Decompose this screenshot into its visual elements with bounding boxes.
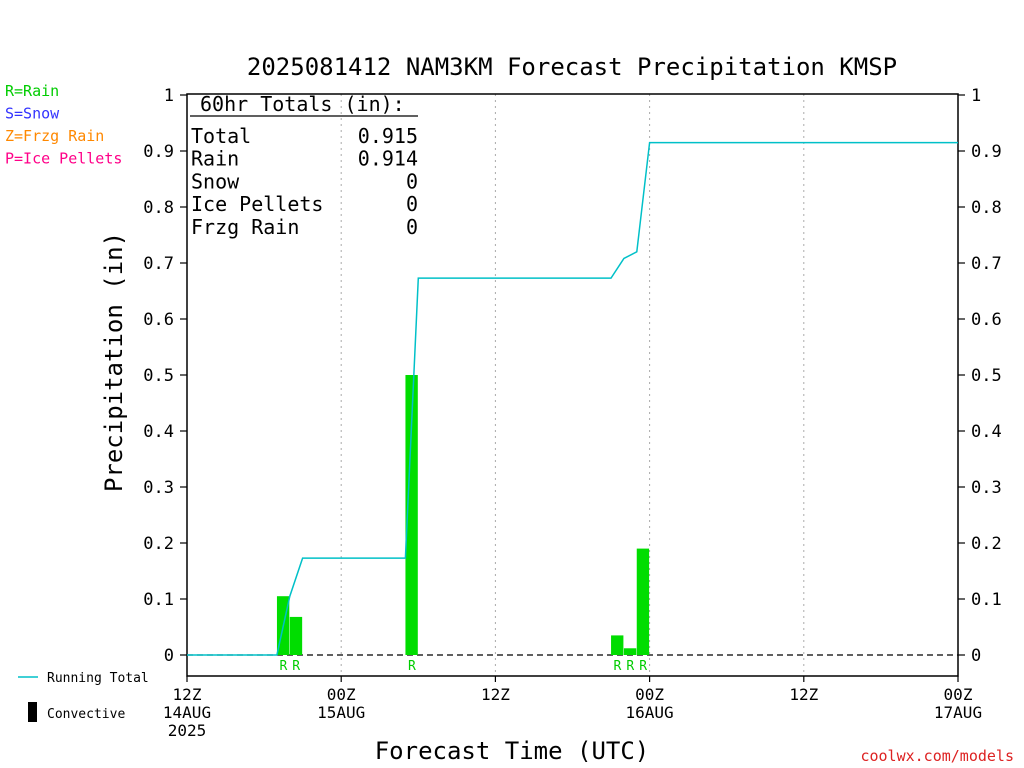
precip-type-label: R <box>408 659 416 674</box>
y-tick-label-right: 0.3 <box>971 478 1002 498</box>
y-tick-label-left: 0.5 <box>143 366 174 386</box>
precip-bar <box>405 375 418 655</box>
y-tick-label-left: 0.2 <box>143 534 174 554</box>
precip-bar <box>623 648 637 655</box>
totals-box: 60hr Totals (in): Total 0.915 Rain 0.914 Snow… <box>190 92 418 239</box>
y-tick-label-left: 0 <box>164 646 174 666</box>
y-axis-left: 0 0.1 0.2 0.3 0.4 0.5 0.6 0.7 0.8 0.9 1 <box>143 86 187 666</box>
precip-bar <box>636 548 650 655</box>
y-tick-label-left: 0.9 <box>143 142 174 162</box>
credit-text: coolwx.com/models <box>860 747 1014 765</box>
convective-legend-swatch <box>28 702 37 722</box>
precip-type-label: R <box>279 659 287 674</box>
totals-row-value: 0.915 <box>358 124 418 148</box>
y-tick-label-right: 0.5 <box>971 366 1002 386</box>
y-tick-label-right: 0.8 <box>971 198 1002 218</box>
plot-frame <box>186 93 959 677</box>
vertical-grid-lines <box>340 94 805 676</box>
precip-bars <box>276 375 650 655</box>
ptype-legend-item: Z=Frzg Rain <box>5 127 104 145</box>
precip-type-label: R <box>292 659 300 674</box>
x-tick-label: 15AUG <box>317 703 365 722</box>
precip-type-label: R <box>639 659 647 674</box>
totals-row-label: Frzg Rain <box>191 215 299 239</box>
precip-type-label: R <box>614 659 622 674</box>
y-tick-label-left: 0.1 <box>143 590 174 610</box>
y-tick-label-right: 0.4 <box>971 422 1002 442</box>
totals-row-value: 0.914 <box>358 147 418 171</box>
totals-row-label: Ice Pellets <box>191 192 323 216</box>
x-tick-label: 2025 <box>168 721 207 740</box>
x-tick-label: 14AUG <box>163 703 211 722</box>
ptype-legend-item: S=Snow <box>5 105 60 123</box>
x-axis-label: Forecast Time (UTC) <box>375 737 650 765</box>
running-total-legend-label: Running Total <box>47 671 149 686</box>
x-tick-label: 12Z <box>481 685 510 704</box>
y-axis-label: Precipitation (in) <box>100 232 128 492</box>
y-axis-right: 0 0.1 0.2 0.3 0.4 0.5 0.6 0.7 0.8 0.9 1 <box>958 86 1002 666</box>
x-tick-label: 00Z <box>635 685 664 704</box>
chart-title: 2025081412 NAM3KM Forecast Precipitation… <box>247 53 897 81</box>
totals-row-value: 0 <box>406 215 418 239</box>
precip-bar <box>611 635 624 655</box>
y-tick-label-right: 0.7 <box>971 254 1002 274</box>
x-tick-label: 17AUG <box>934 703 982 722</box>
precip-type-legend: R=Rain S=Snow Z=Frzg Rain P=Ice Pellets <box>5 82 122 168</box>
y-tick-label-right: 1 <box>971 86 981 106</box>
x-tick-label: 16AUG <box>626 703 674 722</box>
y-tick-label-left: 0.7 <box>143 254 174 274</box>
totals-row-value: 0 <box>406 192 418 216</box>
x-tick-label: 12Z <box>173 685 202 704</box>
bottom-legend: Running Total Convective <box>18 671 149 722</box>
y-tick-label-left: 1 <box>164 86 174 106</box>
y-tick-label-left: 0.6 <box>143 310 174 330</box>
y-tick-label-right: 0 <box>971 646 981 666</box>
y-tick-label-left: 0.8 <box>143 198 174 218</box>
y-tick-label-right: 0.1 <box>971 590 1002 610</box>
y-tick-label-right: 0.6 <box>971 310 1002 330</box>
y-tick-label-right: 0.2 <box>971 534 1002 554</box>
totals-row-label: Snow <box>191 169 240 193</box>
convective-legend-label: Convective <box>47 707 125 722</box>
totals-row-label: Rain <box>191 147 239 171</box>
x-tick-label: 00Z <box>327 685 356 704</box>
precip-bar <box>289 616 303 655</box>
totals-row-label: Total <box>191 124 251 148</box>
y-tick-label-left: 0.3 <box>143 478 174 498</box>
y-tick-label-left: 0.4 <box>143 422 174 442</box>
running-total-line <box>187 141 958 656</box>
y-tick-label-right: 0.9 <box>971 142 1002 162</box>
totals-box-header: 60hr Totals (in): <box>200 92 405 116</box>
ptype-legend-item: R=Rain <box>5 82 59 100</box>
precip-type-label: R <box>626 659 634 674</box>
ptype-legend-item: P=Ice Pellets <box>5 150 122 168</box>
x-tick-label: 12Z <box>789 685 818 704</box>
totals-row-value: 0 <box>406 169 418 193</box>
x-tick-label: 00Z <box>944 685 973 704</box>
